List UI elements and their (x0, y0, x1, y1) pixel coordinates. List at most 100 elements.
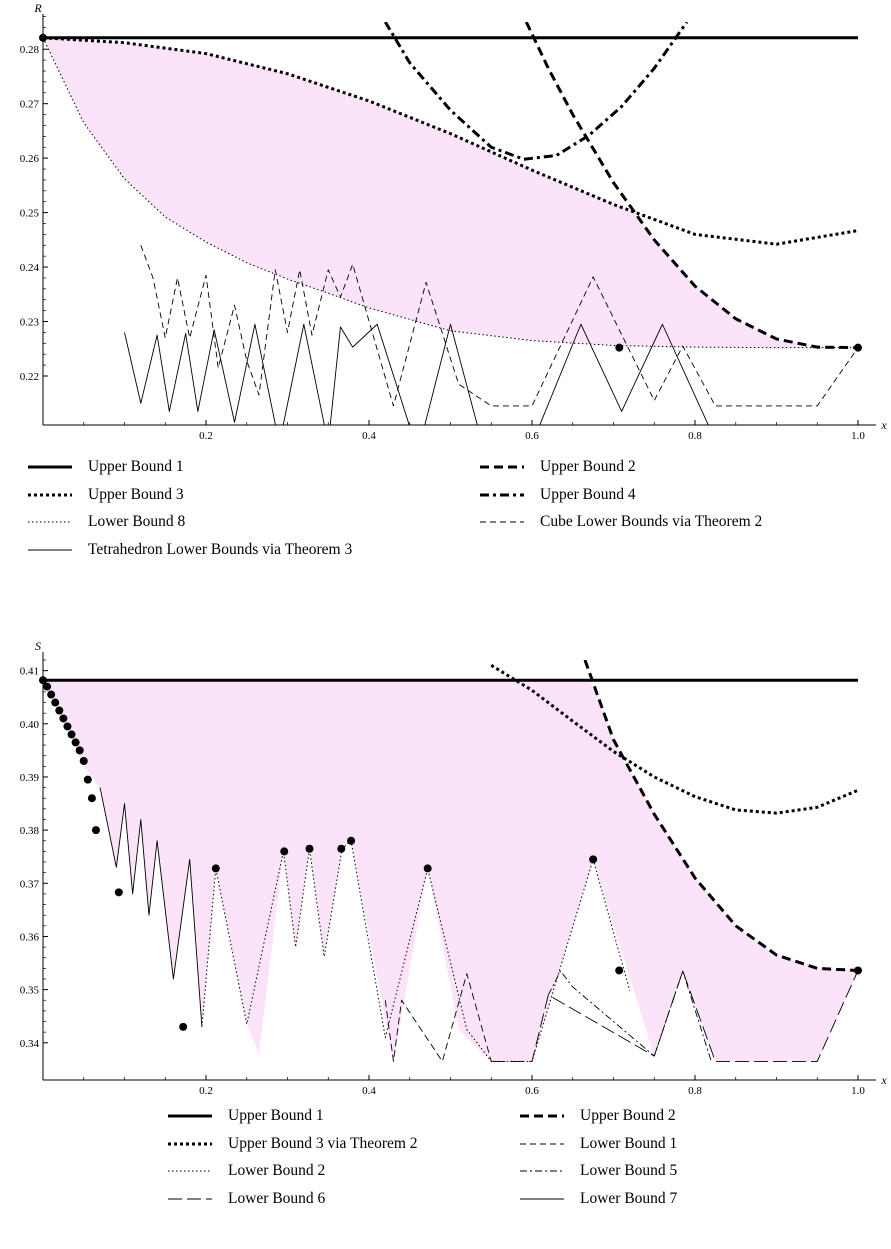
series-cube-lower-bounds-via-theorem-2 (140, 245, 858, 407)
data-point (51, 698, 60, 707)
data-point (280, 847, 289, 856)
series-tetrahedron-lower-bounds-via-theorem-3 (124, 323, 709, 425)
series-upper-bound-2 (583, 660, 858, 972)
legend-swatch (520, 1170, 564, 1172)
data-point (347, 836, 356, 845)
y-tick-label: 0.36 (20, 931, 40, 943)
legend-item: Lower Bound 6 (168, 1188, 325, 1210)
x-tick-label: 1.0 (851, 1085, 865, 1097)
y-tick-label: 0.41 (20, 666, 39, 678)
y-tick-label: 0.37 (20, 878, 40, 890)
shaded-region (43, 680, 858, 1062)
data-point (337, 844, 346, 853)
y-tick-label: 0.22 (20, 371, 39, 383)
series-upper-bound-2 (524, 22, 858, 350)
legend-item: Cube Lower Bounds via Theorem 2 (480, 511, 762, 533)
legend-swatch (28, 521, 72, 523)
legend-label: Lower Bound 7 (580, 1189, 678, 1207)
y-tick-label: 0.27 (20, 99, 40, 111)
y-axis-label: S (35, 639, 41, 653)
legend-item: Upper Bound 3 via Theorem 2 (168, 1133, 418, 1155)
data-point (423, 864, 432, 873)
data-point (55, 706, 64, 715)
legend-label: Upper Bound 3 via Theorem 2 (228, 1134, 418, 1152)
x-tick-label: 0.8 (688, 1085, 702, 1097)
legend-swatch (520, 1114, 564, 1118)
legend-label: Lower Bound 8 (88, 513, 186, 530)
x-tick-label: 1.0 (851, 430, 865, 442)
y-tick-label: 0.39 (20, 772, 40, 784)
legend-swatch (480, 493, 524, 496)
data-point (114, 888, 123, 897)
data-point (211, 864, 220, 873)
legend-swatch (28, 549, 72, 550)
chart-1: 0.2 0.4 0.6 0.8 1.0 0.22 0.23 0.24 0.25 0.26 0.27 0… (20, 1, 888, 442)
legend-swatch (480, 521, 524, 523)
legend-swatch (168, 1114, 212, 1118)
data-point (59, 714, 68, 723)
y-tick-label: 0.35 (20, 985, 40, 997)
legend-label: Lower Bound 1 (580, 1134, 678, 1152)
x-tick-label: 0.6 (525, 430, 539, 442)
data-point (589, 855, 598, 864)
legend-item: Tetrahedron Lower Bounds via Theorem 3 (28, 539, 352, 561)
legend-item: Lower Bound 2 (168, 1160, 325, 1182)
data-point (39, 676, 47, 685)
legend-swatch (520, 1198, 564, 1199)
data-point (83, 775, 92, 784)
data-point (87, 794, 96, 803)
legend-label: Tetrahedron Lower Bounds via Theorem 3 (88, 540, 353, 558)
x-tick-label: 0.2 (199, 430, 213, 442)
y-tick-label: 0.28 (20, 44, 40, 56)
series-upper-bound-3-via-theorem-2 (490, 664, 858, 815)
legend-swatch (480, 465, 524, 469)
legend-label: Lower Bound 2 (228, 1162, 326, 1179)
y-tick-label: 0.40 (20, 719, 40, 731)
legend-item: Upper Bound 1 (28, 456, 184, 478)
x-tick-label: 0.6 (525, 1085, 539, 1097)
x-tick-label: 0.4 (362, 1085, 376, 1097)
data-point (615, 343, 624, 352)
series-lower-bound-1 (384, 973, 492, 1062)
series-upper-bound-3 (43, 36, 858, 246)
data-point (854, 966, 862, 975)
chart-2: 0.2 0.4 0.6 0.8 1.0 0.34 0.35 0.36 0.37 0.38 0.39 0… (20, 639, 888, 1097)
legend-label: Upper Bound 1 (88, 458, 184, 475)
series-lower-bound-7 (99, 787, 203, 1027)
legend-swatch (168, 1170, 212, 1172)
legend-label: Upper Bound 2 (580, 1107, 676, 1124)
legend-label: Lower Bound 6 (228, 1189, 326, 1207)
legend-label: Upper Bound 3 (88, 485, 184, 503)
legend-item: Lower Bound 5 (520, 1160, 677, 1182)
legend-swatch (28, 465, 72, 469)
data-point (91, 826, 100, 835)
legend-item: Upper Bound 4 (480, 484, 636, 506)
legend-item: Upper Bound 2 (520, 1105, 676, 1127)
y-tick-label: 0.38 (20, 825, 40, 837)
y-tick-label: 0.24 (20, 262, 40, 274)
data-point (75, 746, 84, 755)
x-tick-label: 0.2 (199, 1085, 213, 1097)
legend-item: Lower Bound 7 (520, 1188, 677, 1210)
data-point (47, 690, 56, 699)
data-point (615, 966, 624, 975)
series-lower-bound-5 (547, 970, 712, 1062)
legend-swatch (28, 493, 72, 496)
y-tick-label: 0.23 (20, 317, 40, 329)
shaded-region (43, 37, 858, 348)
legend-label: Lower Bound 5 (580, 1162, 678, 1179)
series-lower-bound-6 (491, 970, 858, 1062)
legend-item: Lower Bound 1 (520, 1133, 677, 1155)
y-tick-label: 0.34 (20, 1038, 40, 1050)
legend-swatch (520, 1143, 564, 1144)
y-axis-label: R (33, 1, 42, 15)
y-tick-label: 0.26 (20, 153, 40, 165)
x-axis-label: x (880, 1073, 887, 1087)
legend-item: Upper Bound 1 (168, 1105, 324, 1127)
data-point (179, 1022, 188, 1031)
y-tick-label: 0.25 (20, 208, 40, 220)
x-tick-label: 0.4 (362, 430, 376, 442)
data-point (39, 33, 47, 42)
data-point (67, 730, 76, 739)
